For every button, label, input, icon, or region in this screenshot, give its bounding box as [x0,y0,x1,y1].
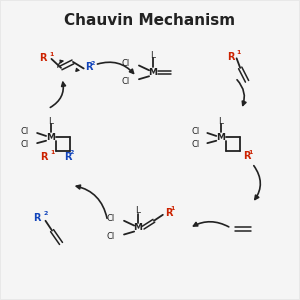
Text: Cl: Cl [122,77,130,86]
Text: M: M [148,68,158,77]
Text: Cl: Cl [107,214,115,223]
FancyArrowPatch shape [254,166,260,200]
Text: R: R [243,151,251,161]
Text: 1: 1 [237,50,241,55]
FancyArrowPatch shape [98,62,134,73]
Text: R: R [34,213,41,223]
Text: M: M [134,223,142,232]
Text: 2: 2 [91,61,95,66]
Text: Cl: Cl [191,127,199,136]
Text: Cl: Cl [122,59,130,68]
Text: Cl: Cl [191,140,199,148]
Text: R: R [40,152,48,162]
FancyArrowPatch shape [237,80,246,105]
Text: R: R [85,62,92,72]
Text: L: L [219,116,224,125]
Text: L: L [48,116,53,125]
Text: R: R [40,53,47,63]
FancyArrowPatch shape [50,82,65,107]
Text: 2: 2 [44,212,48,216]
Text: L: L [151,51,155,60]
Text: Cl: Cl [21,127,29,136]
Text: 1: 1 [50,52,54,57]
Text: 1: 1 [50,151,54,155]
Text: L: L [136,206,141,215]
Text: 2: 2 [69,151,74,155]
Text: 1: 1 [170,206,175,211]
Text: Chauvin Mechanism: Chauvin Mechanism [64,13,236,28]
FancyArrowPatch shape [194,222,229,227]
Text: Cl: Cl [107,232,115,241]
Text: Cl: Cl [21,140,29,148]
Text: R: R [64,152,71,162]
Text: R: R [227,52,234,61]
FancyArrowPatch shape [76,185,107,218]
Text: 1: 1 [248,150,253,154]
Text: M: M [217,133,226,142]
Text: M: M [46,133,56,142]
Text: R: R [165,208,172,218]
